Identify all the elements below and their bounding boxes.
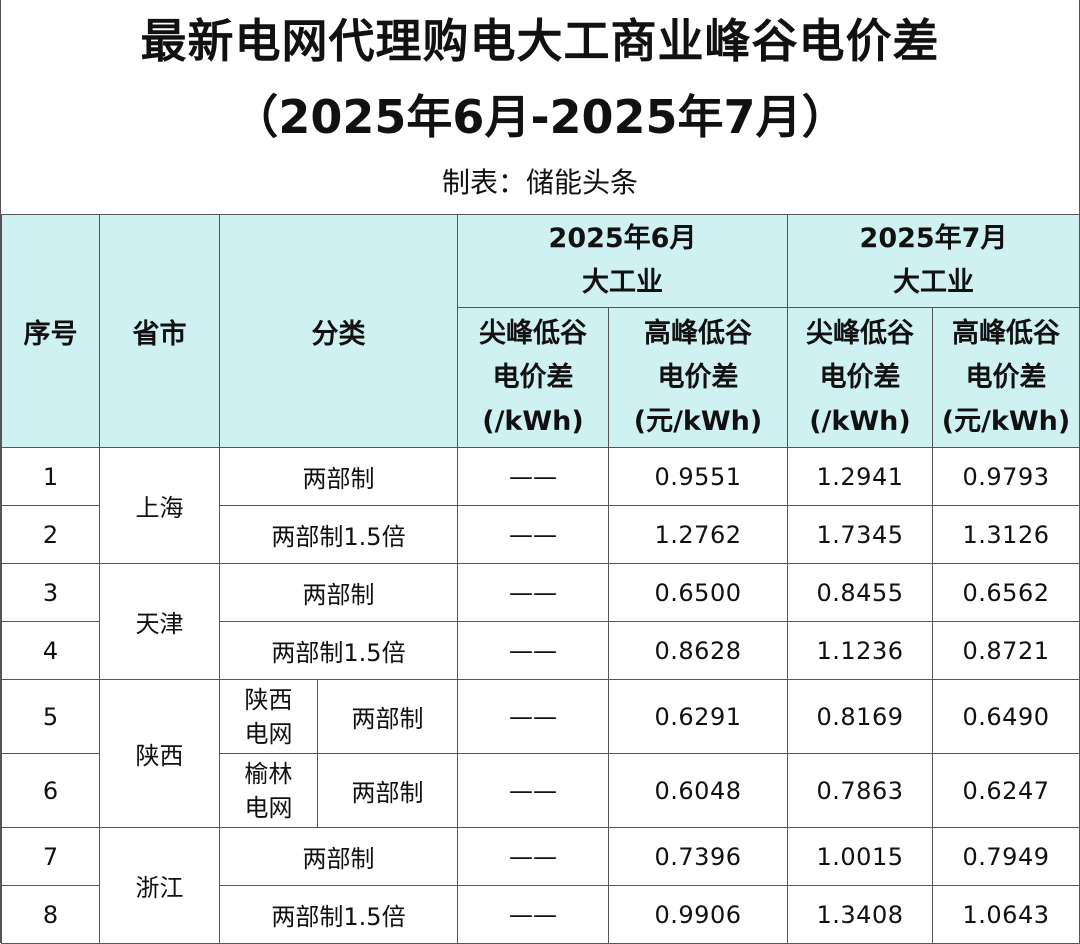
cell-region: 天津 (99, 563, 220, 680)
cell-jul-sharp: 1.0015 (787, 827, 933, 886)
header-line: 电价差 (492, 361, 574, 393)
cell-seq: 3 (1, 563, 100, 622)
cell-jul-sharp: 1.1236 (787, 621, 933, 680)
cell-seq: 6 (1, 753, 100, 828)
header-june-sharp: 尖峰低谷 电价差 (/kWh) (457, 307, 609, 448)
cell-jul-high: 1.3126 (932, 505, 1080, 564)
price-difference-table: 序号 省市 分类 2025年6月 大工业 2025年7月 大工业 尖峰低谷 电价… (1, 214, 1080, 944)
header-july-month: 2025年7月 (859, 223, 1008, 254)
cell-jul-sharp: 0.8169 (787, 679, 933, 754)
table-maker-credit: 制表：储能头条 (441, 166, 638, 199)
header-line: 电价差 (657, 361, 739, 393)
header-june-high: 高峰低谷 电价差 (元/kWh) (608, 307, 788, 448)
cell-jun-sharp: —— (457, 563, 609, 622)
cell-jul-sharp: 0.8455 (787, 563, 933, 622)
cell-jul-sharp: 0.7863 (787, 753, 933, 828)
cell-jun-sharp: —— (457, 621, 609, 680)
cell-jun-high: 0.9906 (608, 885, 788, 944)
cell-category: 两部制1.5倍 (219, 505, 458, 564)
cell-jul-high: 0.7949 (932, 827, 1080, 886)
cell-category: 两部制 (219, 827, 458, 886)
header-line: (元/kWh) (941, 405, 1071, 437)
cell-jun-high: 0.8628 (608, 621, 788, 680)
header-line: 电价差 (965, 361, 1047, 393)
cell-region: 浙江 (99, 827, 220, 944)
header-seq: 序号 (1, 214, 100, 448)
cell-grid: 榆林 电网 (219, 753, 318, 828)
cell-jun-high: 0.7396 (608, 827, 788, 886)
cell-category: 两部制1.5倍 (219, 885, 458, 944)
header-july-type: 大工业 (893, 267, 974, 298)
cell-jun-high: 0.9551 (608, 447, 788, 506)
cell-seq: 8 (1, 885, 100, 944)
table-row: 1 上海 两部制 —— 0.9551 1.2941 0.9793 (1, 447, 1080, 564)
cell-jun-sharp: —— (457, 753, 609, 828)
cell-jun-high: 0.6500 (608, 563, 788, 622)
cell-region: 上海 (99, 447, 220, 564)
table-row: 6 榆林 电网 两部制 —— 0.6048 0.7863 0.6247 (1, 753, 1080, 828)
grid-line: 榆林 (244, 759, 293, 788)
cell-jul-high: 0.6490 (932, 679, 1080, 754)
cell-category: 两部制1.5倍 (219, 621, 458, 680)
header-june-month: 2025年6月 (548, 223, 697, 254)
cell-jul-high: 0.9793 (932, 447, 1080, 506)
cell-jul-sharp: 1.3408 (787, 885, 933, 944)
header-line: (元/kWh) (633, 405, 763, 437)
cell-category: 两部制 (317, 753, 458, 828)
cell-seq: 1 (1, 447, 100, 506)
header-line: 电价差 (819, 361, 901, 393)
cell-jun-high: 0.6048 (608, 753, 788, 828)
header-june-type: 大工业 (582, 267, 663, 298)
table-row: 7 浙江 两部制 —— 0.7396 1.0015 0.7949 (1, 827, 1080, 944)
cell-jun-sharp: —— (457, 885, 609, 944)
header-line: 尖峰低谷 (479, 317, 587, 349)
cell-category: 两部制 (219, 447, 458, 506)
cell-jun-sharp: —— (457, 505, 609, 564)
header-july-group: 2025年7月 大工业 (787, 214, 1080, 308)
grid-line: 电网 (244, 719, 293, 748)
header-line: 尖峰低谷 (806, 317, 914, 349)
grid-line: 陕西 (244, 685, 293, 714)
cell-jun-sharp: —— (457, 827, 609, 886)
cell-seq: 4 (1, 621, 100, 680)
cell-category: 两部制 (219, 563, 458, 622)
header-line: (/kWh) (482, 405, 584, 437)
header-line: (/kWh) (809, 405, 911, 437)
header-june-group: 2025年6月 大工业 (457, 214, 788, 308)
table-row: 3 天津 两部制 —— 0.6500 0.8455 0.6562 (1, 563, 1080, 680)
cell-seq: 5 (1, 679, 100, 754)
header-line: 高峰低谷 (952, 317, 1060, 349)
header-line: 高峰低谷 (644, 317, 752, 349)
grid-line: 电网 (244, 793, 293, 822)
table-row: 8 两部制1.5倍 —— 0.9906 1.3408 1.0643 (1, 885, 1080, 944)
header-july-sharp: 尖峰低谷 电价差 (/kWh) (787, 307, 933, 448)
page-subtitle-period: （2025年6月-2025年7月） (232, 90, 848, 144)
page-title: 最新电网代理购电大工商业峰谷电价差 (140, 14, 940, 68)
table-row: 4 两部制1.5倍 —— 0.8628 1.1236 0.8721 (1, 621, 1080, 680)
cell-grid: 陕西 电网 (219, 679, 318, 754)
cell-jul-high: 0.8721 (932, 621, 1080, 680)
cell-jul-high: 1.0643 (932, 885, 1080, 944)
cell-seq: 2 (1, 505, 100, 564)
cell-jul-high: 0.6562 (932, 563, 1080, 622)
cell-jul-high: 0.6247 (932, 753, 1080, 828)
cell-seq: 7 (1, 827, 100, 886)
cell-jul-sharp: 1.2941 (787, 447, 933, 506)
cell-category: 两部制 (317, 679, 458, 754)
cell-region: 陕西 (99, 679, 220, 828)
header-july-high: 高峰低谷 电价差 (元/kWh) (932, 307, 1080, 448)
header-category: 分类 (219, 214, 458, 448)
table-row: 2 两部制1.5倍 —— 1.2762 1.7345 1.3126 (1, 505, 1080, 564)
cell-jun-high: 0.6291 (608, 679, 788, 754)
cell-jun-sharp: —— (457, 679, 609, 754)
cell-jun-high: 1.2762 (608, 505, 788, 564)
cell-jun-sharp: —— (457, 447, 609, 506)
header-region: 省市 (99, 214, 220, 448)
cell-jul-sharp: 1.7345 (787, 505, 933, 564)
table-row: 5 陕西 陕西 电网 两部制 —— 0.6291 0.8169 0.6490 (1, 679, 1080, 828)
